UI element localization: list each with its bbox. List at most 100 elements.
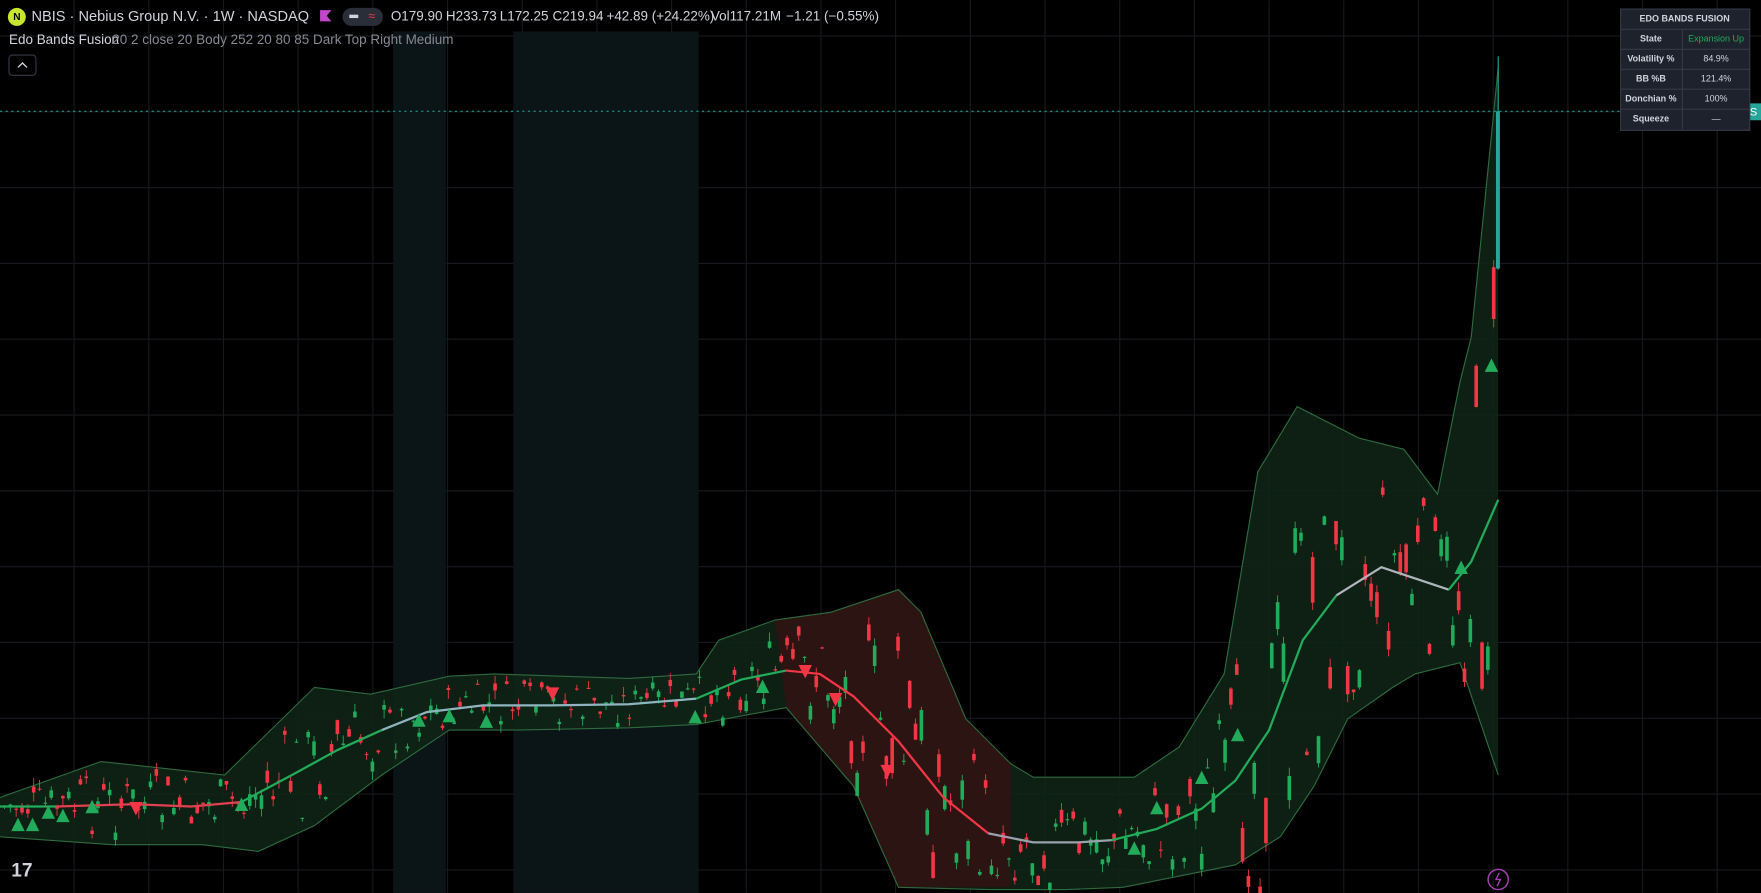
alert-icon[interactable] (1487, 868, 1510, 891)
candle-body (8, 804, 13, 806)
candle-body (1486, 646, 1490, 670)
candle-body (318, 784, 322, 795)
signal-up (1194, 770, 1209, 784)
candle-body (977, 871, 982, 875)
candle-body (849, 741, 854, 764)
candle-body (1305, 751, 1309, 755)
signal-up (234, 797, 249, 811)
candle-body (1357, 670, 1362, 688)
candle-body (347, 729, 351, 737)
candle-body (598, 711, 602, 714)
candle-body (1205, 767, 1210, 769)
candle-body (26, 809, 30, 814)
candle-body (218, 779, 223, 787)
candle-body (1398, 552, 1403, 574)
candle-body (925, 810, 930, 835)
candle-body (1287, 775, 1292, 801)
signal-up (11, 817, 25, 832)
candle-body (1410, 593, 1414, 606)
candle-body (1147, 861, 1151, 865)
signal-up (1454, 560, 1468, 574)
candle-body (376, 750, 381, 753)
candle-body (1018, 844, 1023, 852)
candle-body (761, 698, 766, 705)
candle-body (1229, 688, 1233, 705)
candle-body (393, 750, 398, 753)
candle-body (656, 691, 661, 698)
candle-body (148, 781, 153, 788)
candle-body (575, 688, 579, 690)
candle-body (802, 656, 807, 658)
candle-body (1164, 804, 1169, 818)
candle-body (265, 770, 270, 783)
candle-body (288, 780, 293, 792)
table-value: 121.4% (1701, 74, 1731, 84)
table-value: — (1712, 114, 1721, 124)
candle-body (796, 626, 801, 636)
candle-body (1363, 564, 1368, 580)
candle-body (1340, 537, 1344, 561)
candle-body (1427, 643, 1432, 654)
candle-body (464, 696, 468, 698)
candle-body (61, 795, 65, 799)
toggle[interactable] (342, 7, 383, 26)
candle-body (1065, 819, 1070, 821)
candle-body (487, 702, 492, 705)
signal-down (798, 664, 812, 679)
candle-body (475, 683, 480, 685)
collapse-button[interactable] (8, 54, 37, 76)
candle-body (1159, 849, 1163, 851)
signal-down (828, 693, 843, 707)
candle-body (440, 725, 445, 728)
candle-body (242, 812, 246, 814)
candle-body (954, 853, 959, 863)
ohlc-low: L172.25 (500, 8, 549, 23)
candle-body (1048, 882, 1052, 891)
candle-body (1223, 739, 1227, 763)
candle-body (919, 710, 924, 741)
table-label: Donchian % (1625, 94, 1676, 104)
candle-body (1468, 619, 1473, 643)
shade-region (513, 31, 699, 893)
candle-body (1176, 806, 1181, 815)
candle-body (1077, 843, 1081, 854)
plot (0, 56, 1500, 893)
candle-body (1042, 855, 1046, 869)
candle-body (1293, 528, 1297, 553)
ohlc-open: O179.90 (391, 8, 443, 23)
lower-band (0, 662, 1499, 891)
candle-body (691, 688, 696, 690)
candle-body (697, 676, 702, 678)
candle-body (820, 647, 824, 649)
candle-body (1106, 856, 1111, 863)
signal-down (545, 687, 560, 701)
candle-body (878, 717, 883, 720)
flag-icon[interactable] (320, 10, 332, 22)
candle-body (1246, 875, 1251, 887)
candle-body (522, 680, 527, 684)
candle-body (49, 790, 54, 798)
symbol-logo (7, 7, 26, 26)
indicator-name[interactable]: Edo Bands Fusion (9, 32, 119, 47)
candle-body (131, 789, 135, 799)
candle-body (166, 776, 170, 786)
candle-body (861, 741, 865, 753)
candle-body (1421, 498, 1426, 506)
candle-body (569, 709, 573, 711)
table-label: Volatility % (1627, 54, 1674, 64)
basis-line (56, 800, 242, 808)
candle-body (353, 711, 357, 718)
candle-body (504, 681, 509, 684)
candle-body (90, 830, 94, 835)
candle-body (1194, 808, 1198, 821)
candle-body (1129, 827, 1134, 830)
candle-body (78, 779, 83, 785)
candle-body (1264, 797, 1268, 844)
candle-body (364, 754, 369, 756)
candle-body (1188, 778, 1192, 797)
candle-body (1456, 591, 1461, 611)
upper-band (0, 67, 1499, 798)
candle-body (668, 680, 673, 687)
ohlc-close: C219.94 (553, 8, 604, 23)
candle-body (779, 655, 784, 662)
